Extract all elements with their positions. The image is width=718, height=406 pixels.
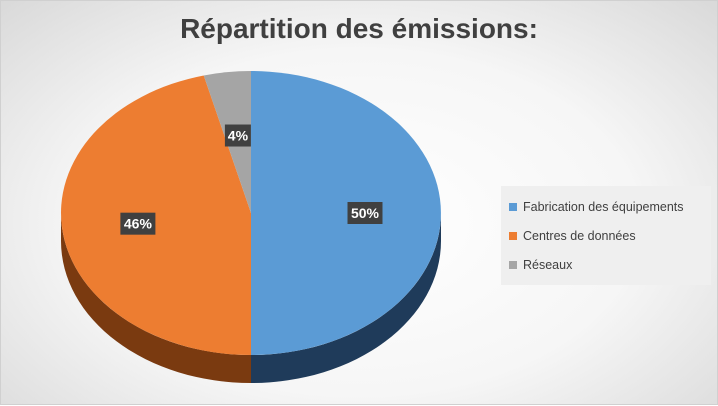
chart-title: Répartition des émissions: bbox=[180, 13, 538, 44]
legend-label: Centres de données bbox=[523, 228, 636, 243]
legend-swatch bbox=[509, 260, 517, 269]
data-label-box bbox=[120, 212, 156, 235]
legend-item-fabrication: Fabrication des équipements bbox=[509, 192, 703, 221]
data-label-text: 4% bbox=[228, 128, 249, 144]
legend-label: Fabrication des équipements bbox=[523, 199, 684, 214]
data-label-text: 50% bbox=[351, 205, 380, 221]
legend-item-reseaux: Réseaux bbox=[509, 250, 703, 279]
pie-side-centres bbox=[61, 213, 251, 383]
data-label-fabrication: 50% bbox=[347, 202, 383, 224]
legend-swatch bbox=[509, 231, 517, 240]
pie-slice-fabrication bbox=[251, 71, 441, 355]
data-label-box bbox=[224, 124, 251, 147]
data-label-reseaux: 4% bbox=[224, 124, 251, 147]
data-label-box bbox=[347, 202, 383, 224]
data-label-text: 46% bbox=[124, 216, 153, 232]
pie-side-fabrication bbox=[251, 213, 441, 383]
legend-item-centres: Centres de données bbox=[509, 221, 703, 250]
legend: Fabrication des équipements Centres de d… bbox=[501, 186, 711, 285]
legend-swatch bbox=[509, 202, 517, 211]
pie-slice-centres bbox=[61, 75, 252, 356]
legend-label: Réseaux bbox=[523, 257, 573, 272]
data-label-centres: 46% bbox=[120, 212, 156, 235]
